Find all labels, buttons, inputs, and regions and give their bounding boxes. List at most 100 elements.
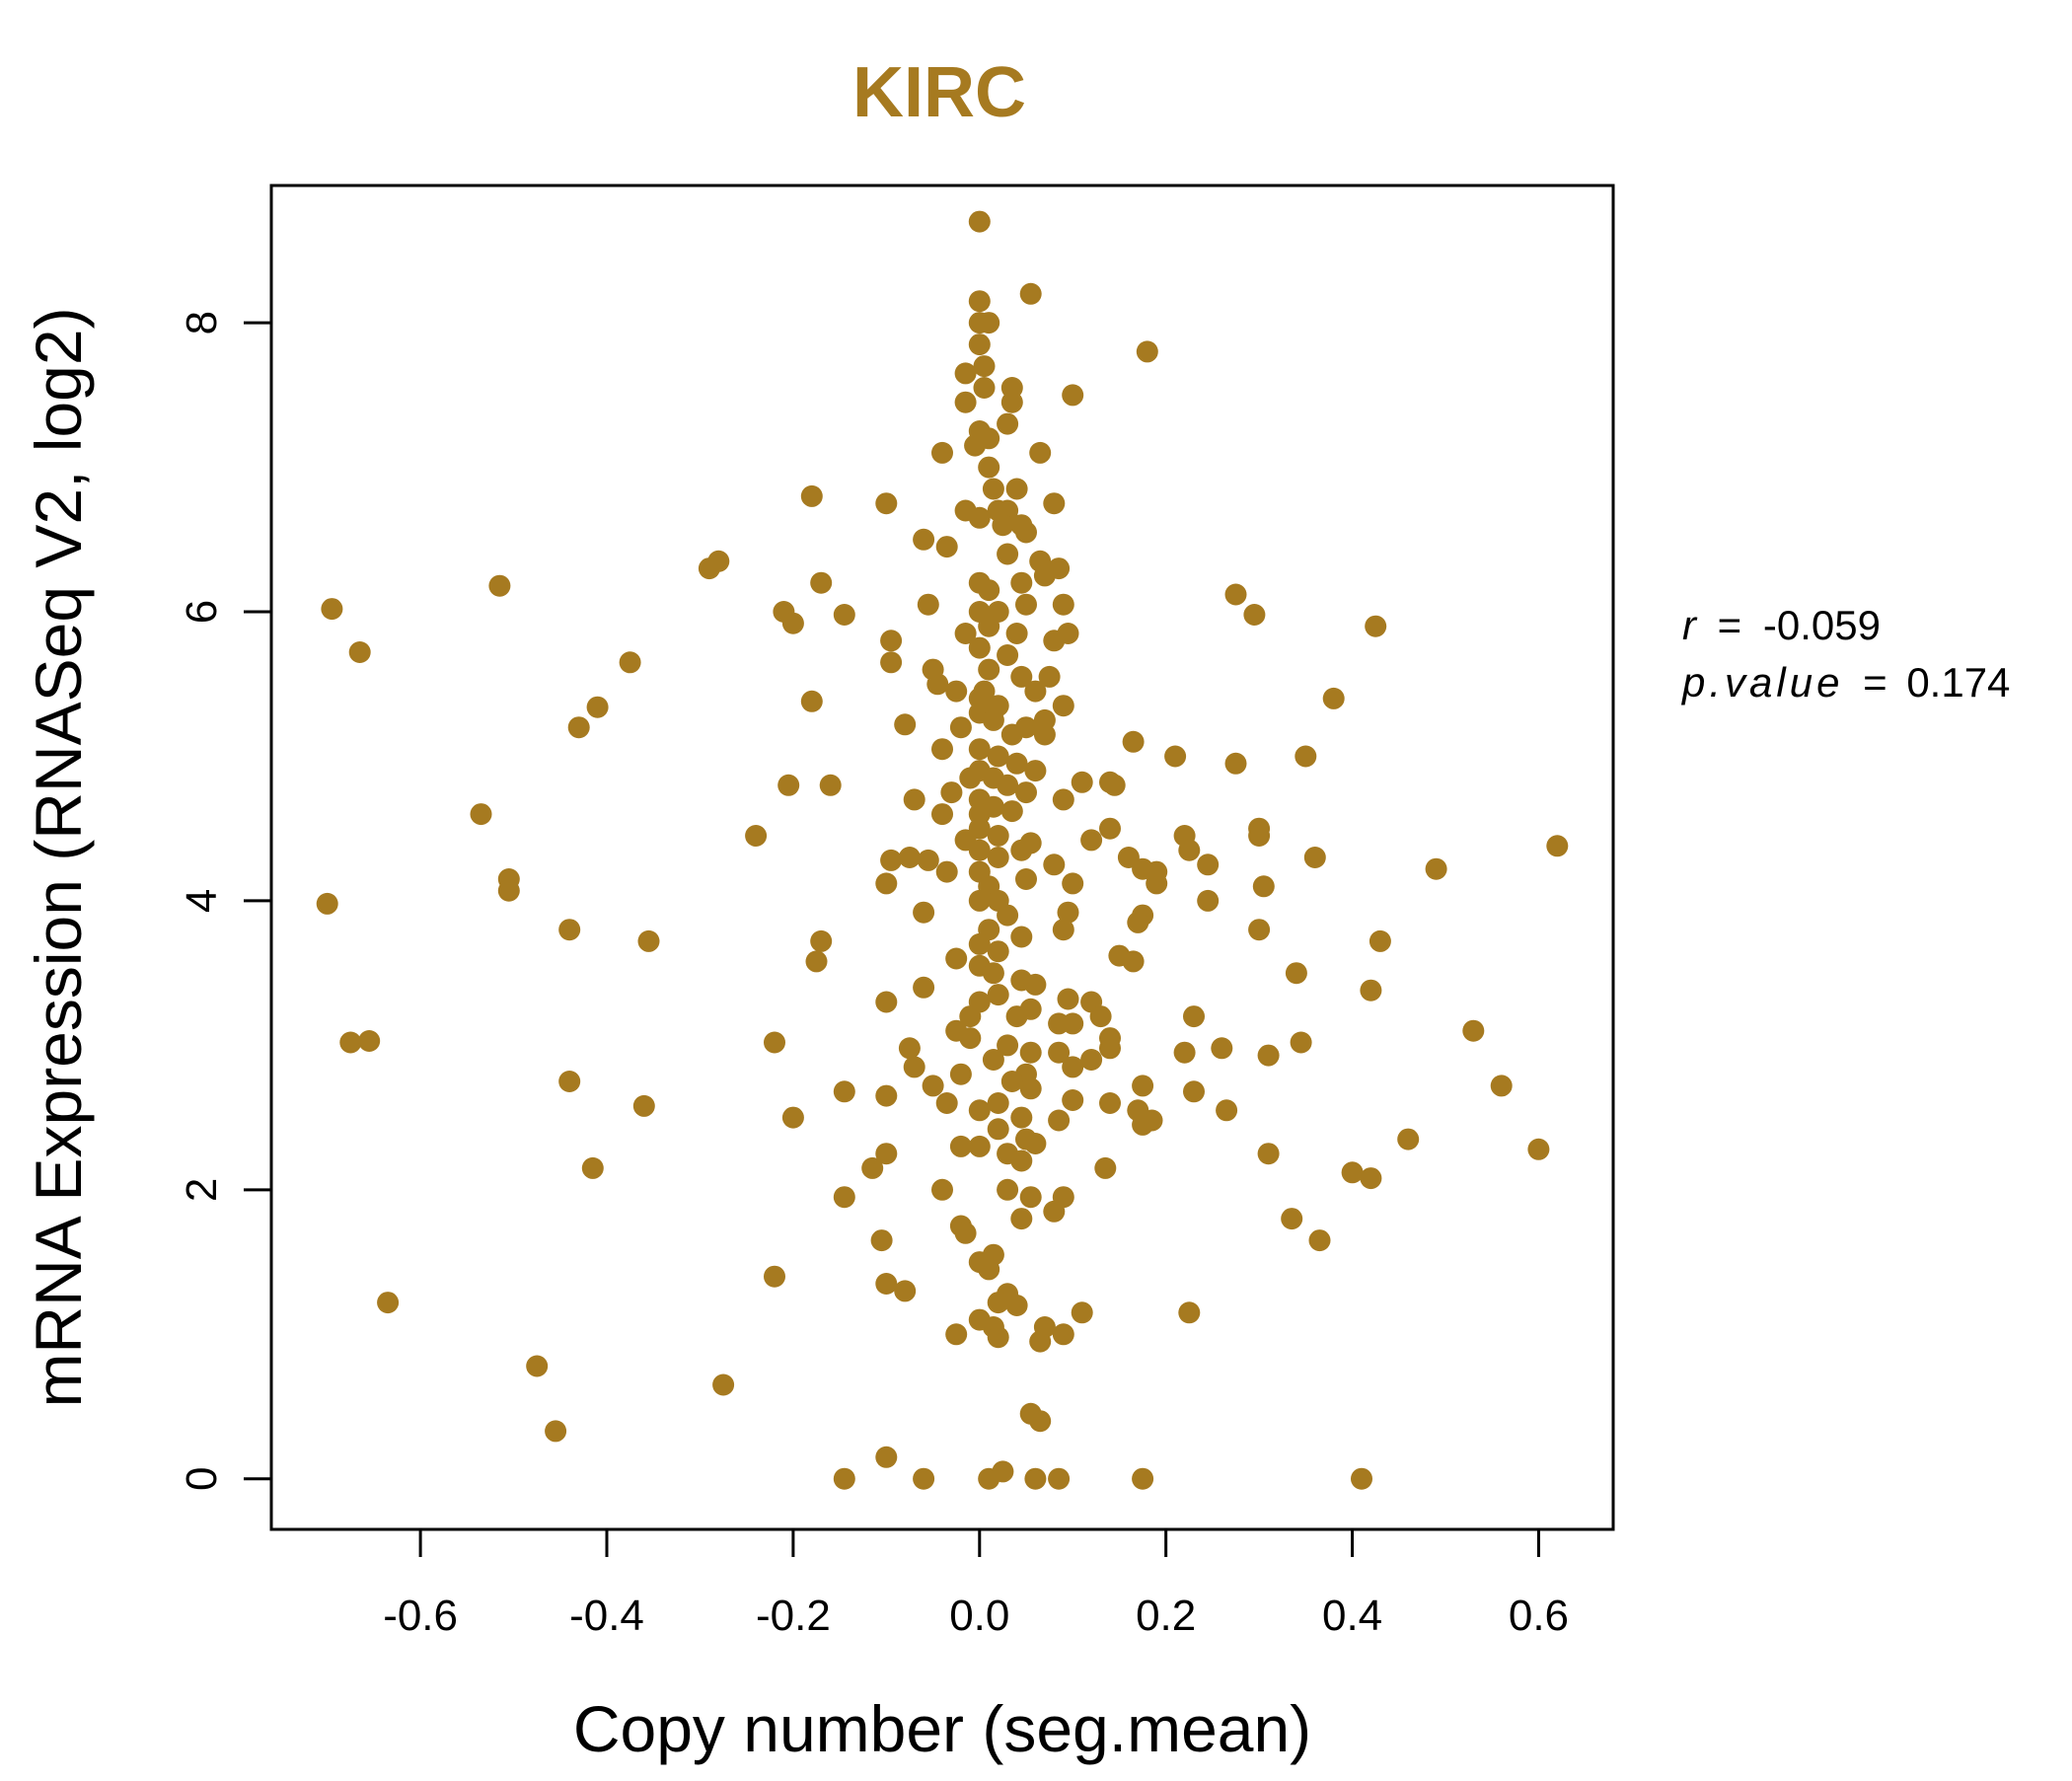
- data-point: [992, 1460, 1014, 1483]
- data-point: [1019, 1077, 1042, 1100]
- data-point: [987, 984, 1009, 1006]
- data-point: [1122, 950, 1145, 973]
- data-point: [992, 514, 1014, 537]
- p-label: p.value: [1680, 659, 1843, 705]
- data-point: [1099, 817, 1121, 840]
- data-point: [1197, 889, 1220, 912]
- data-point: [978, 658, 1000, 681]
- data-point: [810, 929, 833, 952]
- data-point: [637, 929, 660, 952]
- data-point: [781, 1106, 804, 1129]
- data-point: [1062, 1089, 1084, 1111]
- data-point: [968, 932, 991, 955]
- r-value: -0.059: [1763, 602, 1881, 648]
- y-axis: 0 2 4 6 8: [178, 311, 273, 1491]
- data-point: [1062, 872, 1084, 895]
- data-point: [959, 1027, 982, 1050]
- data-point: [558, 1071, 581, 1092]
- data-point: [1033, 723, 1056, 746]
- data-point: [1005, 1295, 1028, 1316]
- data-point: [931, 803, 953, 826]
- data-point: [777, 774, 800, 796]
- data-point: [1183, 1080, 1205, 1103]
- y-tick-label: 8: [178, 311, 226, 334]
- data-point: [1010, 926, 1033, 948]
- data-point: [348, 641, 371, 663]
- data-point: [1024, 973, 1047, 996]
- data-point: [810, 571, 833, 594]
- data-point: [1019, 1041, 1042, 1064]
- data-point: [1010, 1208, 1033, 1230]
- data-point: [1094, 1156, 1117, 1179]
- data-point: [1043, 1200, 1066, 1223]
- data-point: [745, 825, 768, 847]
- data-point: [987, 1118, 1009, 1141]
- y-axis-title: mRNA Expression (RNASeq V2, log2): [22, 307, 95, 1407]
- data-point: [358, 1030, 381, 1052]
- data-point: [1057, 988, 1079, 1010]
- data-point: [1071, 1301, 1093, 1324]
- data-point: [833, 1467, 855, 1490]
- data-point: [987, 1092, 1009, 1114]
- data-point: [978, 579, 1000, 602]
- data-point: [1000, 391, 1023, 413]
- data-point: [819, 774, 842, 796]
- data-point: [339, 1031, 362, 1054]
- data-point: [377, 1292, 400, 1314]
- p-stat-line: p.value = 0.174: [1680, 659, 2010, 705]
- data-point: [945, 1323, 968, 1346]
- data-point: [698, 557, 720, 580]
- y-tick-label: 0: [178, 1466, 226, 1490]
- data-point: [833, 604, 855, 626]
- data-point: [1281, 1208, 1303, 1230]
- data-point: [1178, 839, 1201, 861]
- data-point: [1048, 1467, 1071, 1490]
- data-point: [945, 680, 968, 703]
- data-point: [982, 962, 1004, 985]
- data-point: [1132, 1467, 1154, 1490]
- data-point: [875, 1446, 898, 1468]
- data-point: [1029, 441, 1052, 464]
- data-point: [1019, 282, 1042, 305]
- data-point: [1038, 665, 1061, 688]
- data-point: [581, 1156, 604, 1179]
- x-tick-label: 0.4: [1322, 1592, 1382, 1640]
- data-point: [880, 651, 903, 674]
- data-point: [959, 1005, 982, 1028]
- data-point: [321, 598, 343, 621]
- data-point: [875, 872, 898, 895]
- data-point: [1397, 1128, 1420, 1150]
- data-point: [997, 1034, 1019, 1057]
- data-point: [1248, 825, 1271, 847]
- data-point: [1224, 583, 1247, 606]
- data-point: [964, 434, 987, 457]
- data-point: [1490, 1075, 1513, 1097]
- data-point: [913, 976, 935, 999]
- data-point: [764, 1265, 785, 1288]
- data-point: [903, 788, 925, 811]
- x-tick-label: 0.0: [949, 1592, 1009, 1640]
- data-point: [875, 1143, 898, 1165]
- data-point: [1029, 1410, 1052, 1433]
- data-point: [1005, 478, 1028, 500]
- data-point: [1015, 716, 1037, 739]
- data-point: [1048, 1012, 1071, 1035]
- data-point: [1103, 774, 1126, 796]
- data-point: [1015, 593, 1037, 616]
- data-point: [968, 738, 991, 761]
- data-point: [987, 847, 1009, 868]
- data-point: [781, 612, 804, 634]
- data-point: [1243, 604, 1266, 626]
- data-point: [987, 745, 1009, 768]
- data-point: [973, 355, 996, 378]
- data-point: [861, 1156, 884, 1179]
- data-point: [917, 593, 939, 616]
- data-point: [987, 1292, 1009, 1314]
- data-point: [1322, 687, 1345, 709]
- data-point: [1015, 521, 1037, 544]
- data-point: [800, 484, 823, 507]
- data-point: [940, 781, 963, 804]
- data-point: [997, 644, 1019, 666]
- data-point: [1015, 868, 1037, 890]
